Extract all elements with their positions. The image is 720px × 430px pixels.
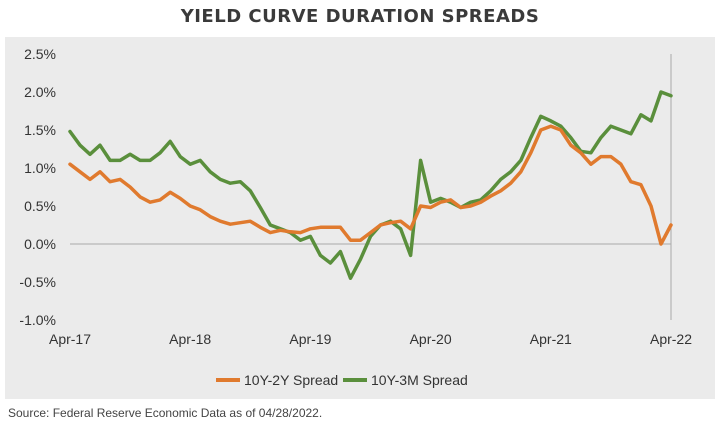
y-tick-label: 2.0% — [24, 84, 56, 100]
x-tick-label: Apr-18 — [169, 331, 211, 347]
x-tick-label: Apr-21 — [530, 331, 572, 347]
y-tick-label: 0.5% — [24, 198, 56, 214]
series-line-10y-3m — [68, 90, 673, 280]
legend-label: 10Y-3M Spread — [371, 372, 468, 388]
y-tick-label: 1.5% — [24, 122, 56, 138]
series-line-10y-2y — [68, 124, 673, 246]
x-tick-label: Apr-22 — [650, 331, 692, 347]
y-tick-label: 2.5% — [24, 46, 56, 62]
chart-title: YIELD CURVE DURATION SPREADS — [180, 6, 540, 27]
y-axis: 2.5% 2.0% 1.5% 1.0% 0.5% 0.0% -0.5% -1.0% — [19, 46, 56, 328]
series-layer — [68, 90, 673, 280]
x-axis: Apr-17 Apr-18 Apr-19 Apr-20 Apr-21 Apr-22 — [49, 331, 692, 347]
y-tick-label: -1.0% — [19, 312, 56, 328]
legend-item-10y-2y: 10Y-2Y Spread — [216, 372, 338, 388]
source-note: Source: Federal Reserve Economic Data as… — [8, 406, 323, 420]
legend: 10Y-2Y Spread 10Y-3M Spread — [216, 372, 468, 388]
chart-panel — [5, 37, 715, 399]
legend-label: 10Y-2Y Spread — [244, 372, 338, 388]
x-tick-label: Apr-20 — [410, 331, 452, 347]
y-tick-label: 1.0% — [24, 160, 56, 176]
y-tick-label: 0.0% — [24, 236, 56, 252]
x-tick-label: Apr-19 — [289, 331, 331, 347]
x-tick-label: Apr-17 — [49, 331, 91, 347]
y-tick-label: -0.5% — [19, 274, 56, 290]
legend-item-10y-3m: 10Y-3M Spread — [343, 372, 468, 388]
